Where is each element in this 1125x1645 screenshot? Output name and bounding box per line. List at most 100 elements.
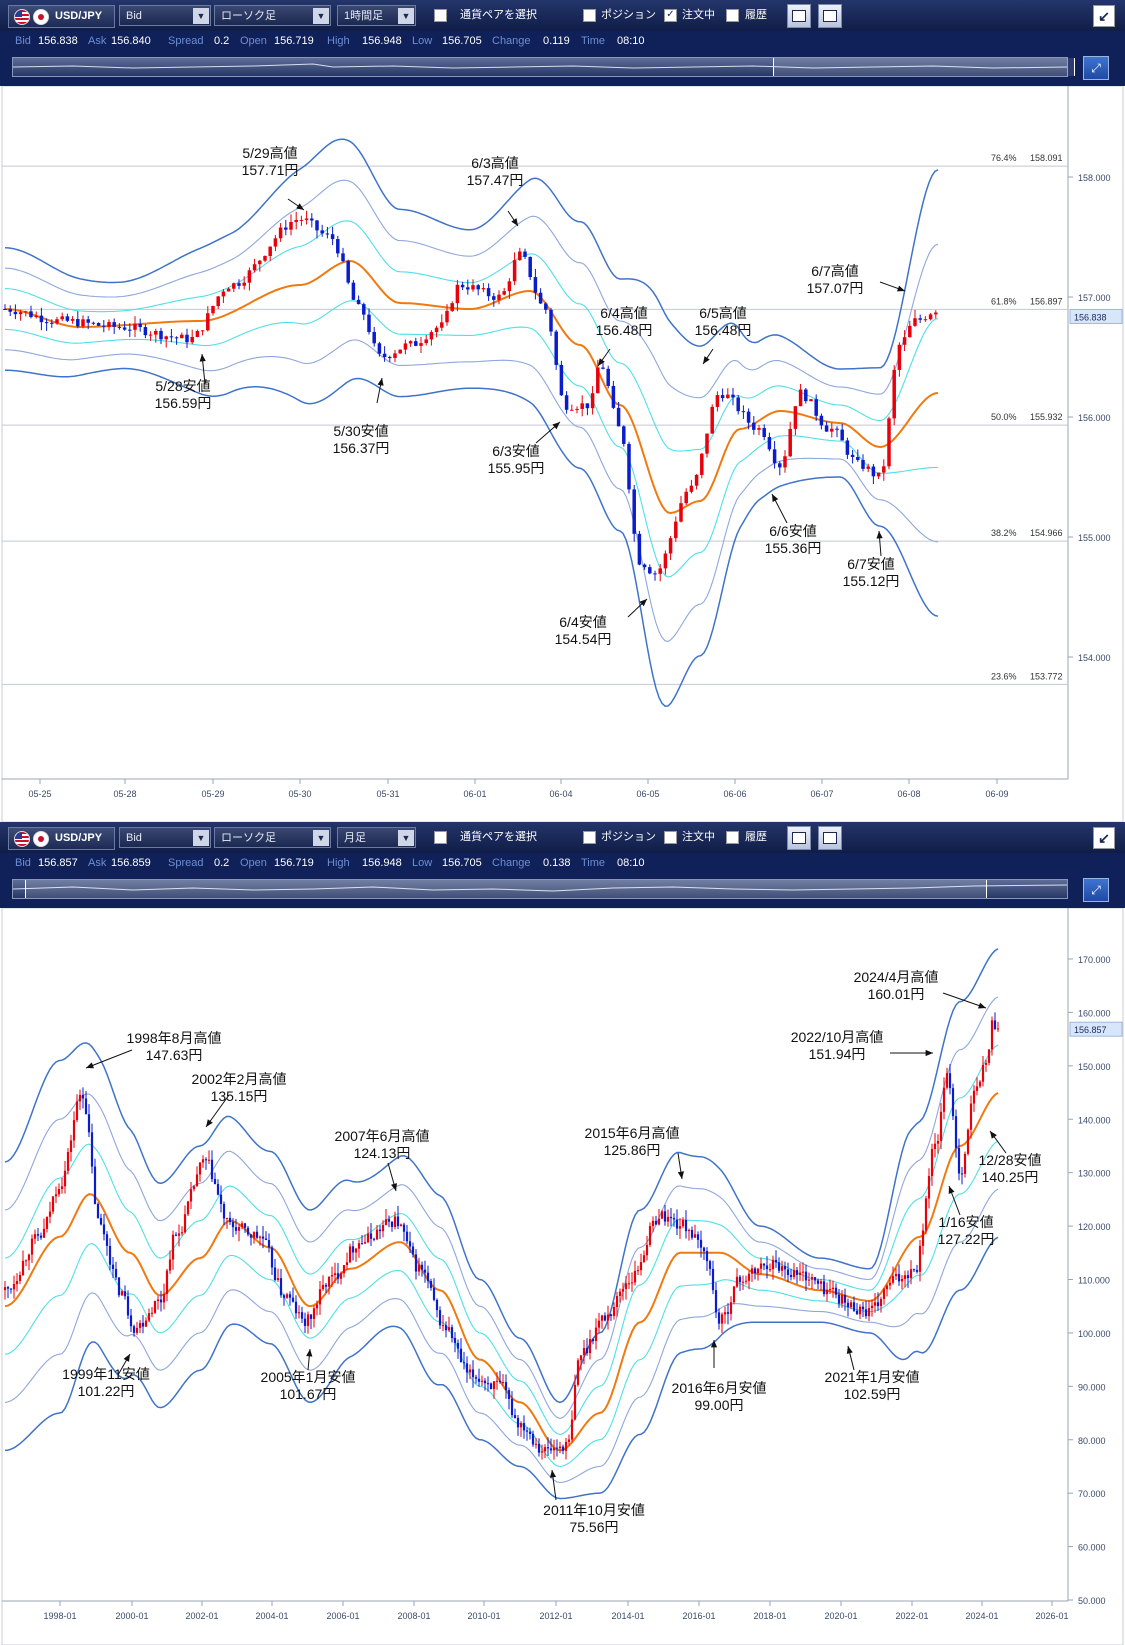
- candle-body: [372, 1238, 376, 1240]
- price-type-select[interactable]: Bid ▼: [119, 5, 211, 26]
- time-tick-label: 1998-01: [43, 1611, 76, 1621]
- candle-body: [297, 1312, 301, 1314]
- candle-body: [845, 440, 850, 455]
- low-label: Low: [412, 857, 433, 869]
- navigator-track[interactable]: [12, 879, 1068, 899]
- candle-body: [291, 1297, 295, 1302]
- open-value: 156.719: [274, 35, 314, 47]
- expand-icon[interactable]: ⤢: [1083, 878, 1109, 902]
- candle-body: [498, 1380, 502, 1383]
- navigator-track[interactable]: [12, 57, 1075, 77]
- time-tick-label: 2026-01: [1035, 1611, 1068, 1621]
- chart-type-value: ローソク足: [221, 10, 276, 22]
- expand-icon[interactable]: ⤢: [1083, 56, 1109, 80]
- candle-body: [270, 1247, 274, 1268]
- annotation-arrow-head: [876, 531, 883, 539]
- time-tick-label: 06-05: [636, 789, 659, 799]
- chart-settings-button[interactable]: [787, 4, 811, 28]
- history-checkbox[interactable]: [726, 9, 739, 22]
- change-label: Change: [492, 35, 531, 47]
- candle-body: [600, 1315, 604, 1321]
- candle-body: [216, 1184, 220, 1195]
- chart-tools-button[interactable]: [818, 826, 842, 850]
- select-pair-checkbox[interactable]: [434, 831, 447, 844]
- candle-body: [891, 1276, 895, 1283]
- timeframe-select[interactable]: 月足 ▼: [337, 827, 416, 848]
- candle-body: [708, 1261, 712, 1269]
- candle-body: [226, 288, 231, 292]
- chart-type-select[interactable]: ローソク足 ▼: [214, 5, 331, 26]
- annotation-price: 75.56円: [569, 1519, 618, 1535]
- timeframe-select[interactable]: 1時間足 ▼: [337, 5, 416, 26]
- candle-body: [611, 385, 616, 408]
- currency-pair-button[interactable]: USD/JPY: [8, 827, 115, 850]
- candle-body: [3, 1287, 7, 1291]
- candle-body: [99, 1218, 103, 1225]
- candle-body: [576, 1360, 580, 1385]
- candle-body: [417, 1264, 421, 1272]
- orders-checkbox[interactable]: ✓: [664, 9, 677, 22]
- annotation-arrow-head: [677, 1171, 684, 1179]
- candle-body: [284, 227, 288, 230]
- orders-checkbox[interactable]: [664, 831, 677, 844]
- position-checkbox[interactable]: [583, 831, 596, 844]
- candle-body: [892, 369, 896, 419]
- candle-body: [474, 1377, 478, 1379]
- candle-body: [689, 485, 694, 492]
- hourly-candlestick-chart[interactable]: 158.000 157.000 156.000 155.000 154.000 05-25…: [0, 86, 1125, 822]
- candle-body: [930, 1149, 934, 1176]
- candle-body: [603, 1315, 607, 1321]
- time-value: 08:10: [617, 857, 645, 869]
- position-label: ポジション: [601, 831, 656, 843]
- candle-body: [694, 474, 699, 486]
- navigator-window[interactable]: [773, 58, 1075, 76]
- candle-body: [204, 1159, 208, 1161]
- position-checkbox[interactable]: [583, 9, 596, 22]
- annotation-title: 2005年1月安値: [261, 1369, 356, 1385]
- candle-body: [705, 433, 709, 454]
- candle-body: [261, 1236, 265, 1239]
- navigator-window[interactable]: [25, 880, 987, 898]
- candle-body: [804, 389, 808, 402]
- candle-body: [489, 1383, 493, 1390]
- chart-tools-button[interactable]: [818, 4, 842, 28]
- candle-body: [143, 327, 148, 336]
- annotation-price: 147.63円: [146, 1047, 203, 1063]
- annotation-price: 156.48円: [695, 322, 752, 338]
- chart-type-select[interactable]: ローソク足 ▼: [214, 827, 331, 848]
- annotation-title: 6/6安値: [769, 523, 816, 539]
- high-value: 156.948: [362, 857, 402, 869]
- select-pair-checkbox[interactable]: [434, 9, 447, 22]
- current-price-value: 156.857: [1074, 1025, 1107, 1035]
- currency-pair-button[interactable]: USD/JPY: [8, 5, 115, 28]
- history-checkbox[interactable]: [726, 831, 739, 844]
- minimize-icon[interactable]: ↙: [1093, 5, 1115, 27]
- upper-band-line: [4, 179, 939, 399]
- candle-body: [513, 1415, 517, 1419]
- chevron-down-icon: ▼: [313, 830, 329, 846]
- moving-average-line: [4, 259, 939, 515]
- fibonacci-price: 155.932: [1030, 412, 1063, 422]
- candle-body: [185, 334, 189, 343]
- candle-body: [44, 322, 49, 324]
- candle-body: [642, 1255, 646, 1263]
- monthly-candlestick-chart[interactable]: 170.000 160.000 150.000 140.000 130.000 120.0…: [0, 908, 1125, 1645]
- candle-body: [96, 1203, 100, 1219]
- candle-body: [336, 239, 340, 254]
- candle-body: [447, 1327, 451, 1331]
- candle-body: [466, 287, 470, 290]
- candle-body: [788, 428, 792, 457]
- candle-body: [639, 1262, 643, 1271]
- candle-body: [778, 463, 782, 468]
- candle-body: [765, 1265, 769, 1270]
- candle-body: [984, 1062, 988, 1065]
- minimize-icon[interactable]: ↙: [1093, 827, 1115, 849]
- candle-body: [128, 329, 132, 331]
- chart-settings-button[interactable]: [787, 826, 811, 850]
- candle-body: [564, 1441, 568, 1451]
- price-type-select[interactable]: Bid ▼: [119, 827, 211, 848]
- candle-body: [174, 1234, 178, 1236]
- fibonacci-percent: 23.6%: [991, 671, 1017, 681]
- candle-body: [84, 1098, 88, 1115]
- candle-body: [786, 1269, 790, 1275]
